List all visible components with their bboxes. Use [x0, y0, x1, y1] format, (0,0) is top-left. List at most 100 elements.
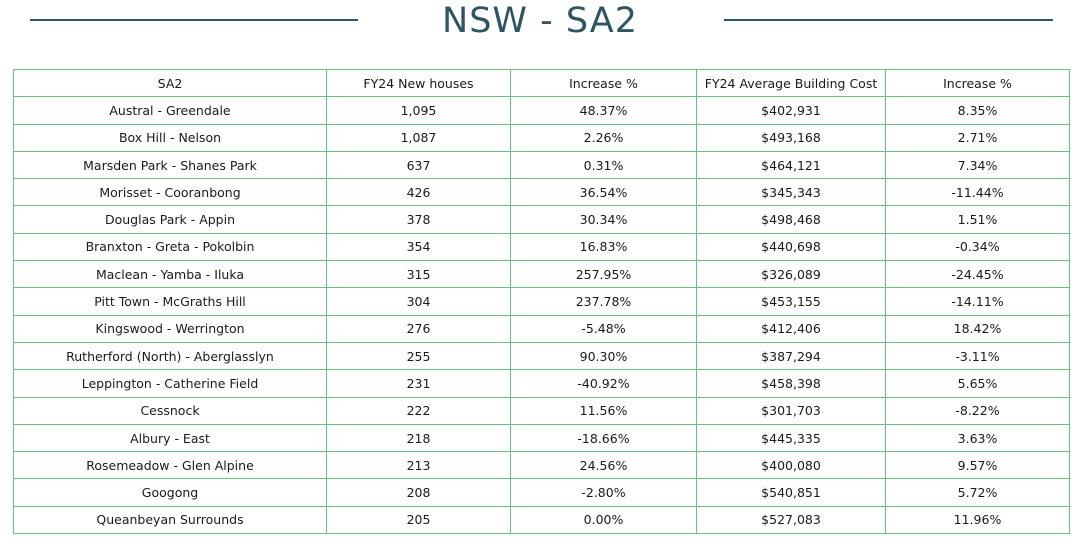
sa2-cell: Kingswood - Werrington	[13, 314, 327, 343]
cost-increase-cell: 3.63%	[885, 423, 1070, 453]
sa2-cell: Rutherford (North) - Aberglasslyn	[13, 341, 327, 371]
sa2-cell: Douglas Park - Appin	[13, 205, 327, 234]
building-cost-cell: $458,398	[696, 369, 886, 398]
houses-increase-cell: 11.56%	[510, 396, 697, 425]
cost-increase-cell: 5.65%	[885, 369, 1070, 398]
table-row: Rosemeadow - Glen Alpine 213 24.56% $400,08…	[13, 451, 1070, 480]
building-cost-cell: $493,168	[696, 123, 886, 152]
houses-increase-cell: 36.54%	[510, 178, 697, 207]
sa2-table: SA2 FY24 New houses Increase % FY24 Aver…	[13, 68, 1070, 535]
column-header-sa2: SA2	[13, 68, 327, 98]
building-cost-cell: $387,294	[696, 341, 886, 371]
table-row: Austral - Greendale 1,095 48.37% $402,931 8.…	[13, 96, 1070, 125]
building-cost-cell: $440,698	[696, 232, 886, 262]
table-row: Pitt Town - McGraths Hill 304 237.78% $453,…	[13, 287, 1070, 316]
title-rule-left	[30, 19, 358, 21]
sa2-cell: Albury - East	[13, 423, 327, 453]
cost-increase-cell: 11.96%	[885, 505, 1070, 535]
new-houses-cell: 315	[326, 260, 511, 289]
houses-increase-cell: -2.80%	[510, 478, 697, 507]
new-houses-cell: 218	[326, 423, 511, 453]
page-title: NSW - SA2	[442, 1, 638, 41]
sa2-cell: Pitt Town - McGraths Hill	[13, 287, 327, 316]
houses-increase-cell: 2.26%	[510, 123, 697, 152]
building-cost-cell: $498,468	[696, 205, 886, 234]
sa2-cell: Leppington - Catherine Field	[13, 369, 327, 398]
table-header-row: SA2 FY24 New houses Increase % FY24 Aver…	[13, 68, 1070, 98]
building-cost-cell: $527,083	[696, 505, 886, 535]
building-cost-cell: $326,089	[696, 260, 886, 289]
houses-increase-cell: 24.56%	[510, 451, 697, 480]
cost-increase-cell: -0.34%	[885, 232, 1070, 262]
building-cost-cell: $445,335	[696, 423, 886, 453]
table-row: Maclean - Yamba - Iluka 315 257.95% $326,08…	[13, 260, 1070, 289]
cost-increase-cell: 7.34%	[885, 150, 1070, 180]
new-houses-cell: 276	[326, 314, 511, 343]
houses-increase-cell: 16.83%	[510, 232, 697, 262]
sa2-cell: Cessnock	[13, 396, 327, 425]
building-cost-cell: $464,121	[696, 150, 886, 180]
building-cost-cell: $412,406	[696, 314, 886, 343]
building-cost-cell: $301,703	[696, 396, 886, 425]
title-rule-right	[724, 19, 1053, 21]
table-body: Austral - Greendale 1,095 48.37% $402,931 8.…	[13, 96, 1070, 535]
new-houses-cell: 231	[326, 369, 511, 398]
sa2-cell: Rosemeadow - Glen Alpine	[13, 451, 327, 480]
building-cost-cell: $400,080	[696, 451, 886, 480]
page-header: NSW - SA2	[0, 0, 1080, 50]
cost-increase-cell: -11.44%	[885, 178, 1070, 207]
table-row: Box Hill - Nelson 1,087 2.26% $493,168 2.71%	[13, 123, 1070, 152]
new-houses-cell: 222	[326, 396, 511, 425]
new-houses-cell: 354	[326, 232, 511, 262]
sa2-cell: Box Hill - Nelson	[13, 123, 327, 152]
cost-increase-cell: 2.71%	[885, 123, 1070, 152]
new-houses-cell: 255	[326, 341, 511, 371]
building-cost-cell: $540,851	[696, 478, 886, 507]
new-houses-cell: 213	[326, 451, 511, 480]
cost-increase-cell: 1.51%	[885, 205, 1070, 234]
sa2-cell: Maclean - Yamba - Iluka	[13, 260, 327, 289]
new-houses-cell: 637	[326, 150, 511, 180]
cost-increase-cell: 9.57%	[885, 451, 1070, 480]
houses-increase-cell: 257.95%	[510, 260, 697, 289]
new-houses-cell: 1,095	[326, 96, 511, 125]
sa2-cell: Googong	[13, 478, 327, 507]
building-cost-cell: $453,155	[696, 287, 886, 316]
column-header-building-cost: FY24 Average Building Cost	[696, 68, 886, 98]
sa2-cell: Morisset - Cooranbong	[13, 178, 327, 207]
table-row: Morisset - Cooranbong 426 36.54% $345,343 -1…	[13, 178, 1070, 207]
sa2-cell: Queanbeyan Surrounds	[13, 505, 327, 535]
table-row: Branxton - Greta - Pokolbin 354 16.83% $440…	[13, 232, 1070, 262]
cost-increase-cell: 5.72%	[885, 478, 1070, 507]
column-header-cost-increase: Increase %	[885, 68, 1070, 98]
table-row: Queanbeyan Surrounds 205 0.00% $527,083 11.9…	[13, 505, 1070, 535]
new-houses-cell: 205	[326, 505, 511, 535]
houses-increase-cell: -40.92%	[510, 369, 697, 398]
cost-increase-cell: -3.11%	[885, 341, 1070, 371]
houses-increase-cell: 90.30%	[510, 341, 697, 371]
new-houses-cell: 208	[326, 478, 511, 507]
houses-increase-cell: 30.34%	[510, 205, 697, 234]
table-row: Googong 208 -2.80% $540,851 5.72%	[13, 478, 1070, 507]
cost-increase-cell: 8.35%	[885, 96, 1070, 125]
new-houses-cell: 378	[326, 205, 511, 234]
sa2-cell: Branxton - Greta - Pokolbin	[13, 232, 327, 262]
cost-increase-cell: -14.11%	[885, 287, 1070, 316]
houses-increase-cell: 237.78%	[510, 287, 697, 316]
table-row: Douglas Park - Appin 378 30.34% $498,468 1.5…	[13, 205, 1070, 234]
building-cost-cell: $402,931	[696, 96, 886, 125]
houses-increase-cell: 0.00%	[510, 505, 697, 535]
table-row: Kingswood - Werrington 276 -5.48% $412,406 1…	[13, 314, 1070, 343]
table-row: Rutherford (North) - Aberglasslyn 255 90.3…	[13, 341, 1070, 371]
cost-increase-cell: -8.22%	[885, 396, 1070, 425]
column-header-houses-increase: Increase %	[510, 68, 697, 98]
new-houses-cell: 426	[326, 178, 511, 207]
houses-increase-cell: 48.37%	[510, 96, 697, 125]
sa2-cell: Austral - Greendale	[13, 96, 327, 125]
table-row: Leppington - Catherine Field 231 -40.92% $4…	[13, 369, 1070, 398]
new-houses-cell: 304	[326, 287, 511, 316]
houses-increase-cell: 0.31%	[510, 150, 697, 180]
table-row: Marsden Park - Shanes Park 637 0.31% $464,1…	[13, 150, 1070, 180]
cost-increase-cell: -24.45%	[885, 260, 1070, 289]
cost-increase-cell: 18.42%	[885, 314, 1070, 343]
